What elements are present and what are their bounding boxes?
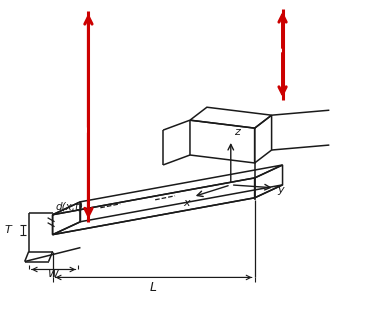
Text: x: x [183, 198, 190, 208]
Text: T: T [4, 225, 11, 235]
Text: L: L [150, 281, 157, 295]
Text: y: y [277, 185, 284, 195]
Text: d(x,t): d(x,t) [55, 202, 84, 212]
Text: z: z [234, 127, 240, 137]
Text: W: W [48, 270, 59, 280]
